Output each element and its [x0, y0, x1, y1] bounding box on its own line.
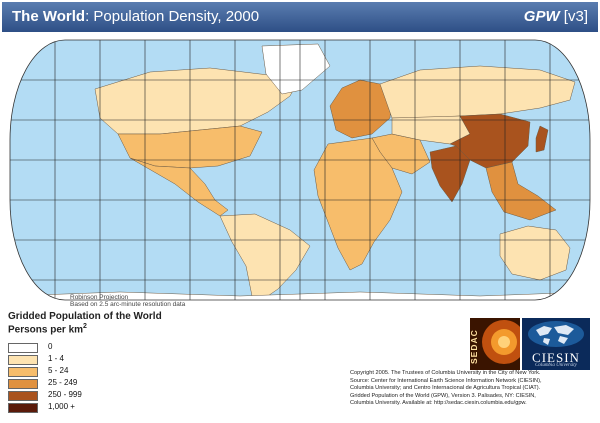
sedac-logo: SEDAC: [470, 318, 520, 370]
ciesin-globe-icon: [528, 321, 584, 347]
legend-row-3: 25 - 249: [8, 378, 208, 389]
legend-label-1: 1 - 4: [48, 354, 65, 363]
legend-label-3: 25 - 249: [48, 378, 78, 387]
copyright-line: Gridded Population of the World (GPW), V…: [350, 392, 536, 399]
japan: [535, 125, 549, 153]
copyright-line: Columbia University; and Centro Internac…: [350, 385, 541, 392]
legend-swatch-1: [8, 355, 38, 365]
brand-name: GPW: [523, 8, 560, 25]
legend: Gridded Population of the World Persons …: [8, 311, 238, 413]
legend-label-0: 0: [48, 342, 53, 351]
globe-outline: [9, 39, 591, 301]
world-map: [9, 39, 591, 301]
copyright-line: Copyright 2005. The Trustees of Columbia…: [350, 370, 541, 376]
southeast-asia: [485, 161, 557, 221]
legend-row-0: 0: [8, 342, 208, 353]
legend-unit-text: Persons per km: [8, 324, 84, 336]
mexico-central-america: [129, 157, 229, 217]
legend-swatch-3: [8, 379, 38, 389]
antarctica: [10, 291, 590, 300]
legend-title: Gridded Population of the World: [8, 311, 162, 322]
legend-label-5: 1,000 +: [48, 402, 75, 411]
title-region: The World: [12, 8, 86, 25]
sedac-logo-text: SEDAC: [470, 329, 479, 364]
ciesin-logo: CIESIN Columbia University: [522, 318, 590, 370]
projection-note: Robinson Projection Based on 2.5 arc-min…: [70, 294, 185, 308]
legend-row-4: 250 - 999: [8, 390, 208, 401]
copyright-notice: Copyright 2005. The Trustees of Columbia…: [350, 370, 596, 408]
map-header: The World: Population Density, 2000 GPW …: [2, 2, 598, 32]
legend-swatch-0: [8, 343, 38, 353]
africa: [313, 137, 403, 271]
legend-row-5: 1,000 +: [8, 402, 208, 413]
legend-swatch-5: [8, 403, 38, 413]
gpw-brand: GPW [v3]: [524, 8, 588, 25]
title-subject: : Population Density, 2000: [85, 8, 260, 25]
legend-label-2: 5 - 24: [48, 366, 69, 375]
legend-rows: 0 1 - 4 5 - 24 25 - 249 250 - 999 1,000 …: [8, 342, 208, 413]
ciesin-name: CIESIN: [532, 350, 580, 365]
legend-swatch-4: [8, 391, 38, 401]
greenland: [261, 43, 331, 95]
legend-row-1: 1 - 4: [8, 354, 208, 365]
legend-unit-exponent: 2: [83, 323, 87, 330]
projection-name: Robinson Projection: [70, 294, 129, 301]
resolution-note: Based on 2.5 arc-minute resolution data: [70, 301, 186, 308]
legend-swatch-2: [8, 367, 38, 377]
graticule: [10, 40, 590, 300]
legend-unit: Persons per km2: [8, 323, 238, 335]
legend-row-2: 5 - 24: [8, 366, 208, 377]
brand-version: [v3]: [559, 8, 588, 25]
map-title: The World: Population Density, 2000: [12, 8, 259, 25]
ciesin-affiliation: Columbia University: [535, 363, 577, 368]
australia: [499, 225, 571, 281]
copyright-line: Columbia University. Available at: http:…: [350, 400, 527, 407]
copyright-line: Source: Center for International Earth S…: [350, 377, 542, 384]
south-america: [219, 213, 311, 300]
legend-label-4: 250 - 999: [48, 390, 82, 399]
